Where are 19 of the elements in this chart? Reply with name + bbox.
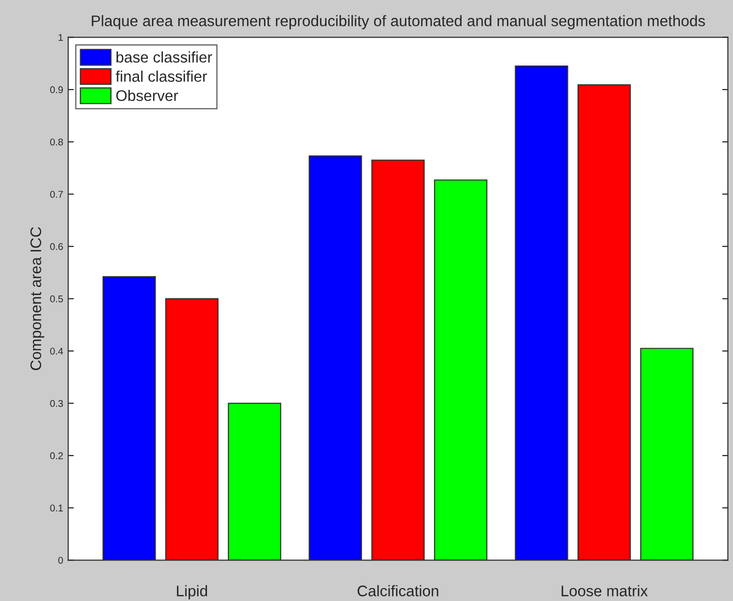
y-tick-label: 1 bbox=[58, 34, 63, 41]
y-tick-label: 0.3 bbox=[50, 400, 63, 407]
y-tick-label: 0.5 bbox=[50, 295, 63, 302]
y-tick-label: 0.9 bbox=[50, 86, 63, 94]
y-tick-label: 0.1 bbox=[50, 504, 63, 512]
y-tick-label: 0.7 bbox=[50, 190, 63, 198]
x-tick-label: Lipid bbox=[176, 585, 208, 600]
legend-label: base classifier bbox=[116, 51, 212, 63]
x-tick-label: Calcification bbox=[358, 585, 438, 596]
legend-label: final classifier bbox=[116, 70, 207, 82]
y-tick-label: 0.4 bbox=[50, 348, 64, 355]
y-axis-title: Component area ICC bbox=[30, 227, 44, 370]
y-tick-label: 0.2 bbox=[50, 452, 63, 460]
y-tick-label: 0.6 bbox=[50, 243, 63, 250]
x-tick-label: Loose matrix bbox=[562, 585, 648, 596]
y-tick-label: 0 bbox=[58, 556, 63, 564]
y-tick-label: 0.8 bbox=[50, 138, 63, 146]
legend-label: Observer bbox=[116, 90, 178, 102]
chart-title: Plaque area measurement reproducibility of automated and manual segmentation methods bbox=[92, 15, 705, 30]
